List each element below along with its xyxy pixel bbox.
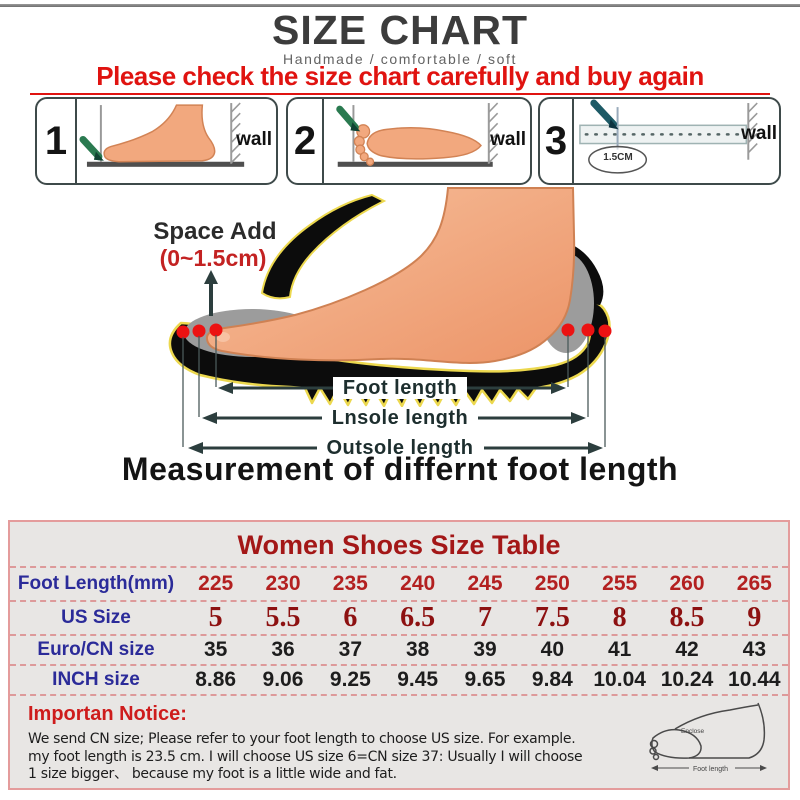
wall-hatch-icon — [487, 102, 499, 164]
size-cell: 9 — [747, 602, 762, 633]
notice-line: my foot length is 23.5 cm. I will choose… — [28, 748, 583, 765]
size-cell: 35 — [203, 638, 228, 661]
insole-length-text: Lnsole length — [321, 407, 479, 429]
size-cell: 38 — [405, 638, 430, 661]
foot-illustration — [205, 187, 576, 364]
pencil-icon — [590, 99, 619, 130]
top-divider — [0, 4, 800, 7]
step-number: 1 — [37, 99, 77, 183]
size-cell: 10.44 — [728, 668, 781, 691]
warning-underline — [30, 93, 770, 95]
foot-sketch-icon: Enclose Foot length — [649, 702, 767, 773]
shoe-outsole — [168, 301, 611, 408]
size-cell: 43 — [742, 638, 766, 661]
measure-step-3: 3 1.5CM wall — [538, 97, 781, 185]
size-cell: 41 — [607, 638, 632, 661]
size-cell: 42 — [675, 638, 699, 661]
outsole-length-text: Outsole length — [316, 437, 484, 459]
diagram-caption: Measurement of differnt foot length — [121, 451, 679, 487]
size-cell: 7 — [477, 602, 492, 633]
size-cell: 5 — [208, 602, 223, 633]
insole-length-label: Lnsole length — [0, 407, 800, 430]
size-cell: 8 — [612, 602, 627, 633]
size-cell: 225 — [198, 572, 234, 595]
table-row-inch: INCH size 8.86 9.06 9.25 9.45 9.65 9.84 … — [10, 666, 788, 696]
space-circle-label: 1.5CM — [603, 152, 633, 163]
wall-label: wall — [490, 129, 526, 150]
wall-label: wall — [236, 129, 272, 150]
step-1-illustration: wall — [77, 99, 276, 183]
size-cell: 265 — [736, 572, 772, 595]
space-add-label: Space Add — [153, 218, 277, 245]
size-cell: 7.5 — [534, 602, 570, 633]
size-cell: 9.25 — [329, 668, 371, 691]
ruler-measure-icon — [579, 99, 758, 174]
size-cell: 39 — [473, 638, 497, 661]
size-cell: 5.5 — [265, 602, 301, 633]
step-number: 3 — [540, 99, 574, 183]
wall-hatch-icon — [747, 102, 758, 160]
shoe-back-outline — [260, 193, 387, 300]
outsole-length-label: Outsole length — [0, 437, 800, 460]
size-cell: 37 — [338, 638, 362, 661]
size-cell: 36 — [271, 638, 295, 661]
space-add-range: (0~1.5cm) — [159, 245, 267, 271]
foot-length-text: Foot length — [332, 377, 468, 399]
foot-top-measure-icon — [336, 102, 499, 167]
foot-length-label: Foot length — [0, 377, 800, 400]
pencil-icon — [336, 105, 361, 132]
measure-step-1: 1 wall — [35, 97, 278, 185]
size-cell: 240 — [400, 572, 436, 595]
foot-measurement-diagram — [168, 187, 612, 454]
size-table-box: Women Shoes Size Table Foot Length(mm) 2… — [8, 520, 790, 790]
row-label: US Size — [61, 607, 131, 628]
size-cell: 8.5 — [669, 602, 705, 633]
size-cell: 10.04 — [593, 668, 646, 691]
size-cell: 6.5 — [400, 602, 436, 633]
pencil-icon — [79, 135, 104, 161]
measure-dots — [176, 323, 612, 339]
size-cell: 235 — [332, 572, 368, 595]
drop-lines — [182, 335, 606, 447]
table-row-euro-cn: Euro/CN size 35 36 37 38 39 40 41 42 43 — [10, 636, 788, 666]
table-row-us-size: US Size 5 5.5 6 6.5 7 7.5 8 8.5 9 — [10, 602, 788, 636]
space-add-arrow — [204, 270, 218, 316]
wall-hatch-icon — [230, 102, 241, 164]
important-notice: Importan Notice: We send CN size; Please… — [10, 696, 788, 788]
notice-body: We send CN size; Please refer to your fo… — [28, 731, 774, 784]
measure-step-2: 2 — [286, 97, 532, 185]
row-label: Foot Length(mm) — [17, 573, 175, 594]
row-label: INCH size — [52, 669, 140, 690]
size-cell: 6 — [343, 602, 358, 633]
size-cell: 245 — [467, 572, 503, 595]
warning-text: Please check the size chart carefully an… — [96, 61, 704, 91]
notice-title: Importan Notice: — [28, 703, 187, 725]
page-subtitle: Handmade / comfortable / soft — [283, 51, 517, 67]
size-cell: 40 — [540, 638, 564, 661]
step-number: 2 — [288, 99, 324, 183]
size-cell: 9.06 — [262, 668, 304, 691]
size-cell: 8.86 — [195, 668, 237, 691]
sketch-foot-length-label: Foot length — [693, 766, 728, 773]
size-cell: 250 — [534, 572, 570, 595]
size-table-title: Women Shoes Size Table — [10, 522, 788, 568]
page-title: SIZE CHART — [272, 7, 528, 53]
size-cell: 10.24 — [660, 668, 714, 691]
notice-line: 1 size bigger、 because my foot is a litt… — [28, 766, 397, 782]
size-cell: 9.45 — [397, 668, 439, 691]
wall-label: wall — [741, 123, 777, 144]
row-label: Euro/CN size — [37, 639, 155, 660]
notice-line: We send CN size; Please refer to your fo… — [28, 731, 576, 747]
size-cell: 9.65 — [464, 668, 506, 691]
size-cell: 9.84 — [531, 668, 573, 691]
table-row-foot-length: Foot Length(mm) 225 230 235 240 245 250 … — [10, 568, 788, 602]
size-cell: 230 — [265, 572, 301, 595]
foot-side-measure-icon — [79, 102, 245, 167]
step-3-illustration: 1.5CM wall — [574, 99, 779, 183]
enclose-label: Enclose — [681, 728, 705, 735]
size-cell: 260 — [669, 572, 705, 595]
step-2-illustration: wall — [324, 99, 530, 183]
size-cell: 255 — [602, 572, 638, 595]
